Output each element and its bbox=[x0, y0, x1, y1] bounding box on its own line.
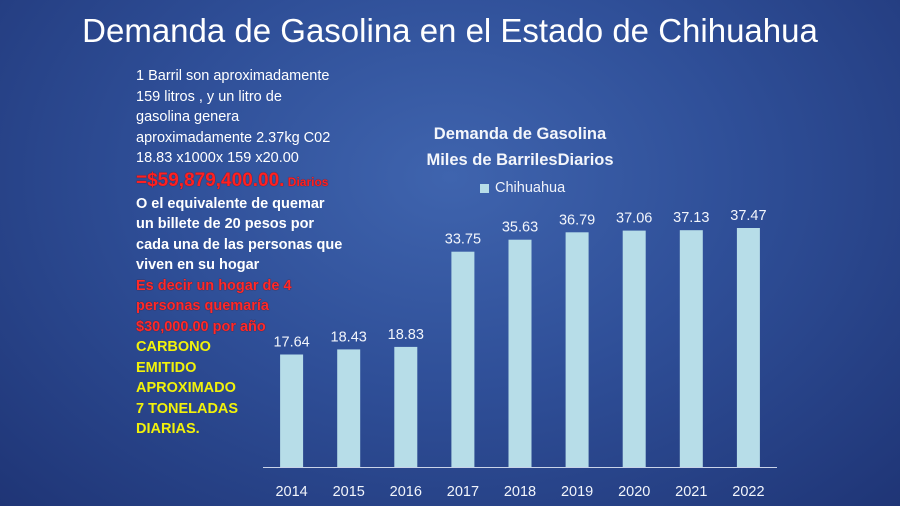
bar-2020 bbox=[622, 230, 646, 467]
x-tick-label-2022: 2022 bbox=[732, 484, 764, 500]
data-label-2017: 33.75 bbox=[445, 232, 481, 248]
legend-label: Chihuahua bbox=[495, 180, 566, 196]
note-carbon-line-2: EMITIDO bbox=[136, 359, 197, 376]
daily-amount-value: =$59,879,400.00. bbox=[136, 169, 285, 191]
bar-2015 bbox=[337, 349, 361, 467]
bar-2022 bbox=[736, 228, 760, 467]
x-tick-label-2020: 2020 bbox=[618, 484, 650, 500]
x-tick-label-2017: 2017 bbox=[447, 484, 479, 500]
note-equivalent-line-2: un billete de 20 pesos por bbox=[136, 216, 315, 232]
chart-subtitle: Miles de BarrilesDiarios bbox=[426, 151, 614, 169]
x-tick-label-2015: 2015 bbox=[333, 484, 365, 500]
bar-2017 bbox=[451, 251, 475, 467]
note-carbon-line-4: 7 TONELADAS bbox=[136, 400, 239, 417]
daily-amount-suffix: Diarios bbox=[284, 174, 329, 189]
data-label-2014: 17.64 bbox=[273, 335, 309, 351]
data-label-2021: 37.13 bbox=[673, 210, 709, 226]
data-label-2019: 36.79 bbox=[559, 212, 595, 228]
note-gasoline-line: gasolina genera bbox=[136, 109, 240, 125]
note-carbon-line-1: CARBONO bbox=[136, 339, 211, 355]
note-equivalent-line-3: cada una de las personas que bbox=[136, 236, 343, 253]
note-equivalent-line-4: viven en su hogar bbox=[136, 257, 260, 273]
notes-text-block: 1 Barril son aproximadamente 159 litros … bbox=[136, 66, 376, 440]
note-carbon-line-5: DIARIAS. bbox=[136, 421, 200, 437]
bar-2019 bbox=[565, 232, 589, 467]
data-label-2016: 18.83 bbox=[388, 327, 424, 343]
note-carbon-line-3: APROXIMADO bbox=[136, 380, 236, 396]
x-tick-label-2018: 2018 bbox=[504, 484, 536, 500]
note-liters-line: 159 litros , y un litro de bbox=[136, 88, 282, 105]
bar-2014 bbox=[280, 354, 304, 467]
legend-swatch bbox=[480, 183, 489, 193]
data-label-2022: 37.47 bbox=[730, 208, 766, 224]
bar-2021 bbox=[679, 230, 703, 467]
data-label-2018: 35.63 bbox=[502, 220, 538, 236]
x-tick-label-2016: 2016 bbox=[390, 484, 422, 500]
note-equivalent-line-1: O el equivalente de quemar bbox=[136, 195, 325, 212]
bar-2016 bbox=[394, 346, 418, 467]
data-label-2015: 18.43 bbox=[331, 329, 367, 345]
x-tick-label-2014: 2014 bbox=[275, 484, 307, 500]
note-household-line-1: Es decir un hogar de 4 bbox=[136, 277, 292, 294]
note-co2-line: aproximadamente 2.37kg C02 bbox=[136, 129, 331, 146]
chart-title-block: Demanda de Gasolina Miles de BarrilesDia… bbox=[390, 121, 650, 173]
note-household-line-2: personas quemaría bbox=[136, 298, 269, 314]
note-daily-amount: =$59,879,400.00. Diarios bbox=[136, 169, 376, 194]
note-barrel-line: 1 Barril son aproximadamente bbox=[136, 68, 330, 84]
chart-legend: Chihuahua bbox=[480, 180, 565, 196]
bar-2018 bbox=[508, 239, 532, 467]
data-label-2020: 37.06 bbox=[616, 211, 652, 227]
note-household-line-3: $30,000.00 por año bbox=[136, 318, 266, 335]
note-calculation-line: 18.83 x1000x 159 x20.00 bbox=[136, 150, 299, 166]
x-tick-label-2021: 2021 bbox=[675, 484, 707, 500]
chart-title: Demanda de Gasolina bbox=[433, 125, 607, 143]
slide-title: Demanda de Gasolina en el Estado de Chih… bbox=[82, 12, 818, 49]
x-tick-label-2019: 2019 bbox=[561, 484, 593, 500]
